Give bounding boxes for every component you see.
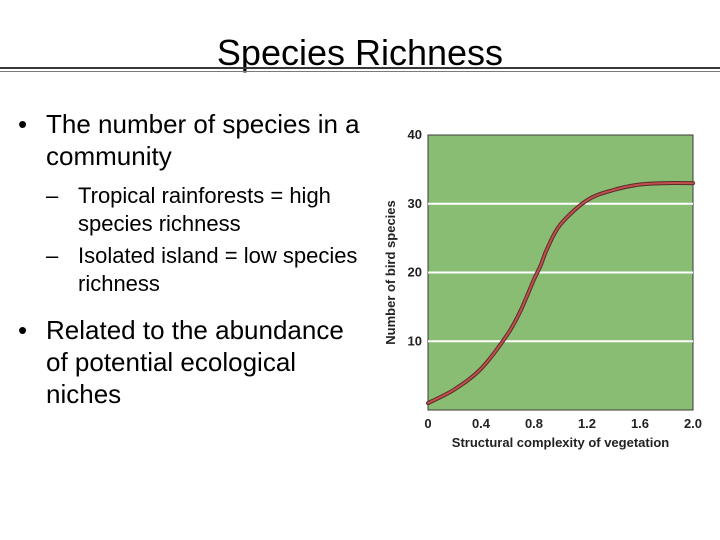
sub-bullet-dash: –: [46, 183, 59, 208]
bullet-text: The number of species in a community: [46, 109, 360, 171]
y-tick-label: 20: [408, 265, 422, 280]
bird-species-chart: 10 20 30 40 0 0.4 0.8 1.2 1.6 2.0 Structural compl…: [383, 127, 702, 450]
y-tick-label: 10: [408, 333, 422, 348]
title-rule: [0, 67, 720, 69]
x-tick-label: 0: [424, 416, 431, 431]
x-tick-label: 1.2: [578, 416, 596, 431]
slide-title: Species Richness: [216, 32, 504, 73]
x-tick-label: 0.4: [472, 416, 491, 431]
series-line: [427, 182, 694, 405]
y-tick-label: 40: [408, 127, 422, 142]
y-tick-label: 30: [408, 196, 422, 211]
sub-bullet-item: – Tropical rainforests = high species ri…: [18, 182, 368, 238]
bullet-text: Related to the abundance of potential ec…: [46, 315, 344, 409]
x-axis-label: Structural complexity of vegetation: [452, 435, 669, 450]
bullet-list: • The number of species in a community –…: [18, 108, 368, 410]
title-rule-thin: [0, 71, 720, 72]
y-axis-label: Number of bird species: [383, 200, 398, 344]
x-tick-label: 1.6: [631, 416, 649, 431]
sub-bullet-text: Isolated island = low species richness: [78, 243, 358, 296]
sub-bullet-text: Tropical rainforests = high species rich…: [78, 183, 331, 236]
bullet-dot: •: [18, 315, 28, 345]
x-tick-label: 0.8: [525, 416, 543, 431]
bullet-item: • Related to the abundance of potential …: [18, 314, 368, 410]
x-tick-label: 2.0: [684, 416, 702, 431]
bullet-dot: •: [18, 109, 28, 139]
sub-bullet-dash: –: [46, 243, 59, 268]
sub-bullet-item: – Isolated island = low species richness: [18, 242, 368, 298]
bullet-item: • The number of species in a community: [18, 108, 368, 172]
